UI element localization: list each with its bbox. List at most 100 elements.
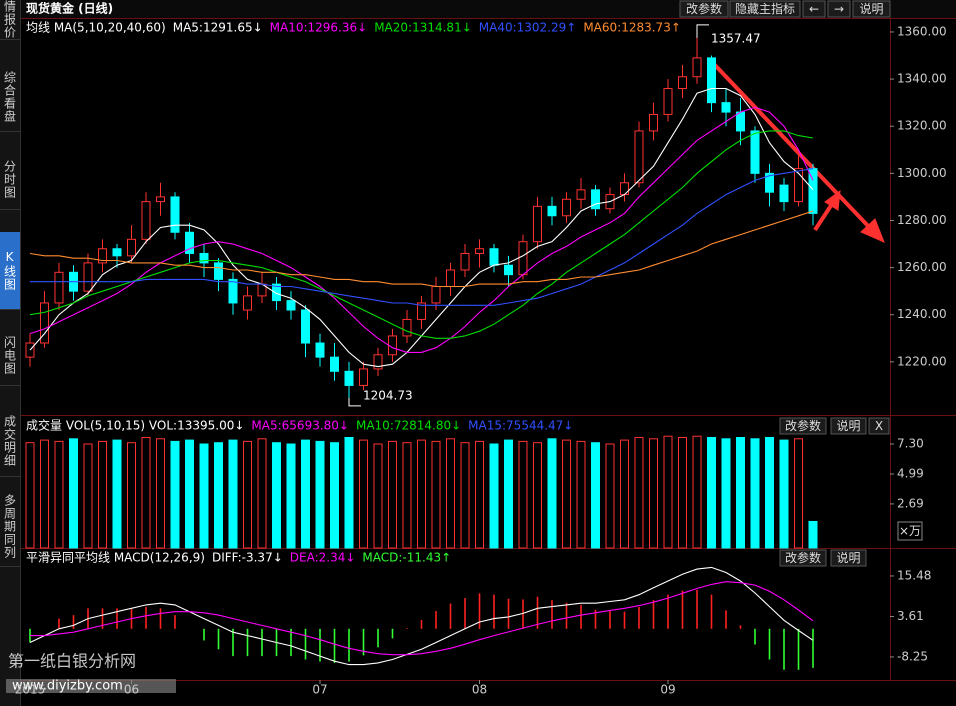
y-tick-label: 2.69	[897, 496, 924, 510]
button[interactable]	[729, 0, 801, 18]
button-label[interactable]: 说明	[836, 550, 860, 565]
volume-bar	[634, 437, 644, 549]
volume-bar	[257, 438, 267, 549]
volume-bar	[141, 437, 151, 549]
volume-bar	[446, 438, 455, 549]
volume-bar	[475, 440, 484, 549]
button[interactable]	[679, 0, 729, 18]
volume-bar	[199, 443, 209, 549]
legend-entry: 均线 MA(5,10,20,40,60)	[26, 21, 166, 35]
candle-body	[127, 238, 136, 257]
chart-title: 现货黄金 (日线)	[26, 1, 113, 16]
y-tick-label: 1240.00	[897, 307, 947, 321]
volume-bar	[692, 435, 702, 549]
button-label[interactable]: →	[834, 2, 844, 16]
candle-body	[359, 368, 368, 386]
button-label[interactable]: ←	[809, 2, 819, 16]
volume-bar	[794, 438, 803, 549]
volume-bar	[750, 438, 760, 549]
volume-bar	[388, 440, 397, 549]
volume-bar	[808, 520, 818, 549]
volume-bar	[112, 439, 122, 549]
sidebar-tab[interactable]: 综合看盘	[0, 62, 20, 132]
watermark: 第一纸白银分析网	[8, 652, 136, 671]
volume-bar	[301, 439, 310, 549]
button[interactable]	[779, 417, 827, 435]
candle-body	[112, 248, 122, 257]
button-label[interactable]: 说明	[836, 418, 860, 433]
sidebar: 情报价 综合看盘 分时图 K线图 闪电图 成交明细 多周期同列	[0, 0, 21, 706]
candle-body	[98, 248, 107, 264]
volume-bar	[127, 442, 136, 549]
y-tick-label: 1260.00	[897, 260, 947, 274]
candle-body	[83, 262, 93, 292]
volume-bar	[330, 442, 339, 549]
unit-box	[897, 521, 923, 541]
candle-body	[765, 172, 774, 193]
candle-body	[794, 168, 803, 203]
button-label[interactable]: 改参数	[785, 550, 821, 565]
indicator-line	[29, 130, 814, 339]
sidebar-tab[interactable]: 多周期同列	[0, 487, 20, 567]
volume-bar	[779, 439, 789, 549]
button[interactable]	[827, 0, 851, 18]
legend-entry: MA40:1302.29↑	[479, 21, 577, 35]
candle-body	[620, 182, 629, 196]
legend-entry: MA5:65693.80↓	[251, 419, 349, 433]
volume-bar	[243, 440, 252, 549]
y-tick-label: 4.99	[897, 467, 924, 481]
button[interactable]	[868, 417, 890, 435]
volume-bar	[431, 440, 441, 549]
y-tick-label: 15.48	[897, 568, 931, 582]
watermark: www.diyizby.com	[12, 679, 123, 694]
candle-body	[475, 248, 484, 254]
candle-body	[460, 252, 470, 271]
volume-bar	[344, 437, 354, 549]
candle-body	[547, 205, 557, 217]
legend-entry: 成交量 VOL(5,10,15) VOL:13395.00↓	[26, 418, 244, 433]
y-tick-label: 1320.00	[897, 119, 947, 133]
sidebar-tab[interactable]: 情报价	[0, 0, 20, 40]
button[interactable]	[852, 0, 891, 18]
volume-bar	[736, 437, 745, 549]
candle-body	[750, 130, 760, 174]
button-label[interactable]: 改参数	[785, 418, 821, 433]
button-label[interactable]: 改参数	[686, 1, 722, 16]
sidebar-tab-active[interactable]: K线图	[0, 232, 20, 310]
candle-body	[417, 302, 426, 320]
watermark-band	[6, 679, 176, 693]
volume-bar	[663, 435, 673, 549]
indicator-line	[29, 210, 814, 288]
button-label[interactable]: X	[875, 419, 883, 433]
sidebar-tab[interactable]: 成交明细	[0, 405, 20, 477]
legend-entry: MA60:1283.73↑	[583, 21, 681, 35]
volume-bar	[417, 439, 426, 549]
annotation: 1357.47	[711, 31, 761, 45]
volume-bar	[489, 443, 499, 549]
candle-body	[576, 189, 586, 200]
volume-bar	[315, 440, 325, 549]
button-label[interactable]: 隐藏主指标	[735, 1, 795, 16]
volume-bar	[547, 438, 557, 549]
legend-entry: DIFF:-3.37↓	[212, 551, 283, 565]
button[interactable]	[779, 549, 827, 567]
volume-bar	[518, 440, 528, 549]
volume-bar	[620, 439, 629, 549]
sidebar-tab[interactable]: 分时图	[0, 150, 20, 210]
button[interactable]	[802, 0, 826, 18]
volume-bar	[707, 437, 716, 549]
button[interactable]	[830, 417, 867, 435]
button-label[interactable]: 说明	[859, 1, 883, 16]
candle-body	[707, 57, 716, 104]
candle-body	[431, 285, 441, 304]
sidebar-tab[interactable]: 闪电图	[0, 326, 20, 386]
volume-bar	[605, 443, 615, 549]
volume-bar	[69, 438, 78, 549]
volume-bar	[721, 438, 731, 549]
volume-bar	[591, 442, 600, 549]
button[interactable]	[830, 549, 867, 567]
candle-body	[678, 76, 687, 90]
candle-body	[489, 248, 499, 266]
